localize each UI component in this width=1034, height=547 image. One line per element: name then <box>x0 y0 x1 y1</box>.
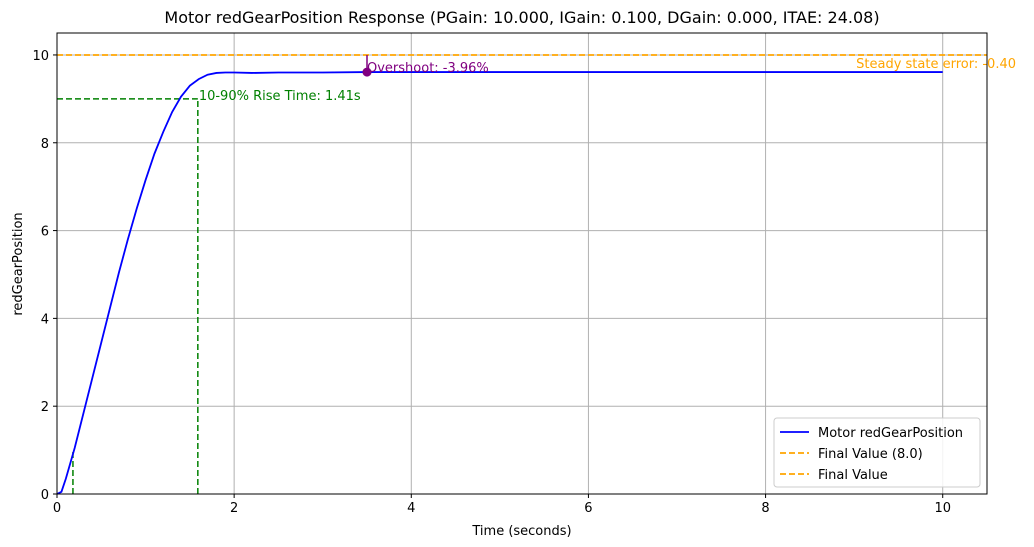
x-tick-label: 8 <box>761 501 769 516</box>
legend-item-response-label: Motor redGearPosition <box>818 426 963 441</box>
y-tick-label: 6 <box>41 225 49 240</box>
legend-box <box>773 417 981 488</box>
overshoot-label: Overshoot: -3.96% <box>367 61 489 76</box>
legend-item-final-value-label: Final Value <box>818 468 888 483</box>
x-tick-label: 10 <box>934 501 951 516</box>
x-tick-label: 0 <box>53 501 61 516</box>
overshoot-point <box>362 67 372 77</box>
steady-state-label: Steady state error: -0.40 <box>856 57 1016 72</box>
response-line <box>56 71 943 495</box>
rise-time-label: 10-90% Rise Time: 1.41s <box>199 89 361 104</box>
x-tick-label: 6 <box>584 501 592 516</box>
y-tick-label: 8 <box>41 137 49 152</box>
chart-title: Motor redGearPosition Response (PGain: 1… <box>164 8 879 27</box>
y-tick-label: 10 <box>32 49 49 64</box>
y-tick-label: 0 <box>41 488 49 503</box>
legend: Motor redGearPosition Final Value (8.0) Fi… <box>773 417 981 488</box>
y-axis-title: redGearPosition <box>11 212 26 315</box>
x-tick-label: 2 <box>230 501 238 516</box>
legend-item-final-value-8-label: Final Value (8.0) <box>818 447 923 462</box>
x-axis-title: Time (seconds) <box>471 524 571 539</box>
axes-frame <box>56 32 988 495</box>
x-tick-label: 4 <box>407 501 415 516</box>
plot-area: 0 2 4 6 8 10 0 2 4 6 8 10 10-90% Rise Time: 1.41s Ove… <box>32 32 1016 516</box>
y-tick-label: 2 <box>41 400 49 415</box>
y-tick-label: 4 <box>41 312 49 327</box>
